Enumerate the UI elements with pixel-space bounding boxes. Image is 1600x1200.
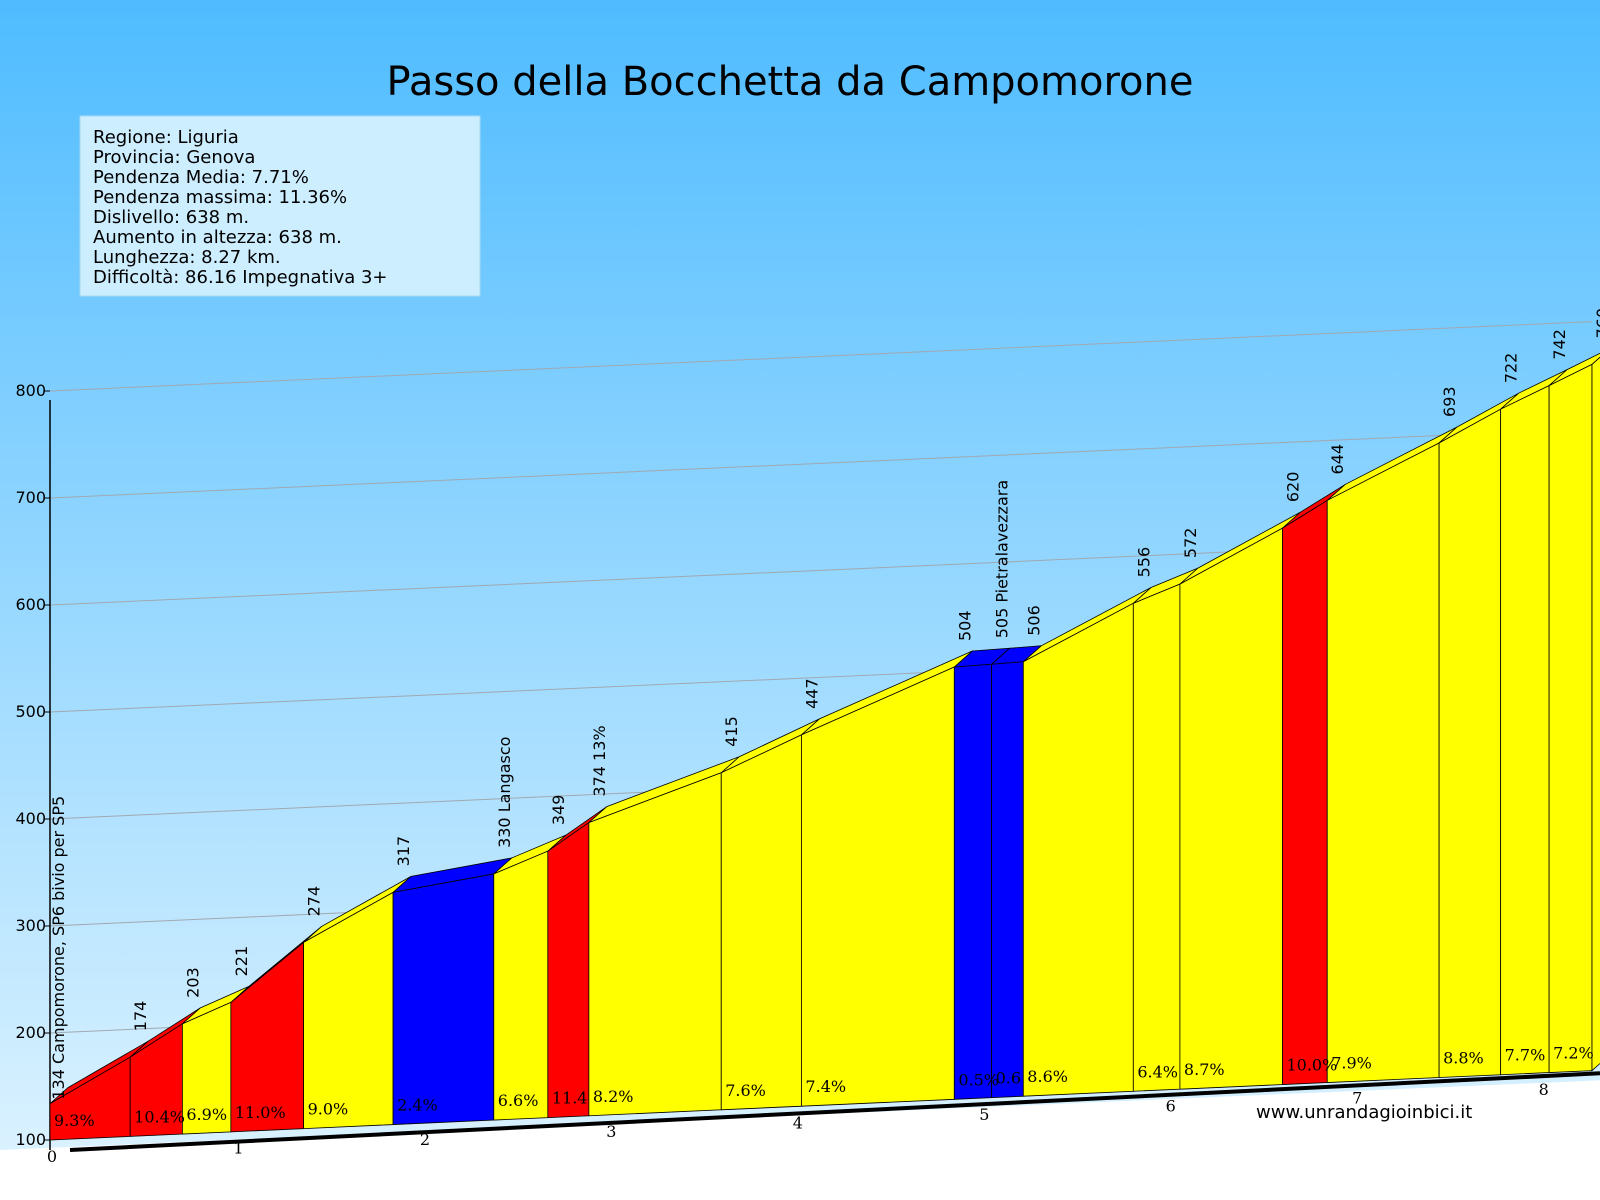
gridline: [49, 321, 1593, 392]
segment-front-face: [801, 666, 955, 1107]
grade-label: 10.0%: [1286, 1056, 1337, 1075]
road-base-line: [69, 1071, 1600, 1152]
chart-title: Passo della Bocchetta da Campomorone: [387, 59, 1194, 105]
info-line: Lunghezza: 8.27 km.: [93, 247, 281, 268]
grade-label: 0.6: [996, 1069, 1021, 1088]
grade-label: 2.4%: [397, 1096, 438, 1115]
info-line: Pendenza Media: 7.71%: [93, 167, 309, 188]
grade-label: 7.4%: [805, 1077, 846, 1096]
grade-label: 9.0%: [308, 1100, 349, 1119]
km-tick-label: 8: [1539, 1080, 1549, 1099]
website-credit: www.unrandagioinbici.it: [1256, 1102, 1472, 1123]
y-tick-label: 600: [15, 595, 46, 614]
km-tick-label: 4: [793, 1113, 803, 1132]
y-tick-label: 100: [15, 1130, 46, 1149]
y-tick-label: 700: [15, 488, 46, 507]
point-altitude-label: 760: [1593, 308, 1600, 339]
point-altitude-label: 693: [1440, 386, 1459, 417]
segment-front-face: [1438, 408, 1502, 1078]
grade-label: 11.4: [552, 1089, 588, 1108]
point-altitude-label: 644: [1328, 444, 1347, 475]
info-line: Pendenza massima: 11.36%: [93, 187, 347, 208]
grade-label: 8.6%: [1027, 1067, 1068, 1086]
grade-label: 6.9%: [186, 1105, 227, 1124]
grade-label: 7.9%: [1331, 1054, 1372, 1073]
grade-label: 0.5%: [958, 1070, 999, 1089]
grade-label: 7.6%: [725, 1081, 766, 1100]
point-altitude-label: 742: [1550, 329, 1569, 360]
point-altitude-label: 330 Langasco: [495, 737, 514, 848]
segment-front-face: [392, 873, 495, 1125]
segment-front-face: [588, 772, 722, 1117]
segment-front-face: [1548, 363, 1593, 1073]
y-tick-label: 300: [15, 916, 46, 935]
info-line: Aumento in altezza: 638 m.: [93, 227, 342, 248]
point-altitude-label: 556: [1134, 547, 1153, 578]
grade-label: 8.7%: [1184, 1060, 1225, 1079]
point-altitude-label: 203: [183, 967, 202, 998]
km-tick-label: 3: [606, 1122, 616, 1141]
segment-front-face: [1282, 499, 1328, 1085]
point-altitude-label: 174: [131, 1001, 150, 1032]
point-altitude-label: 374 13%: [590, 725, 609, 796]
info-line: Regione: Liguria: [93, 127, 239, 148]
point-altitude-label: 274: [305, 886, 324, 917]
point-altitude-label: 134 Campomorone, SP6 bivio per SP5: [49, 796, 68, 1100]
segment-front-face: [1132, 583, 1181, 1092]
segment-front-face: [953, 663, 993, 1100]
km-tick-label: 2: [420, 1130, 430, 1149]
info-line: Difficoltà: 86.16 Impegnativa 3+: [93, 267, 388, 288]
point-altitude-label: 415: [722, 716, 741, 747]
point-altitude-label: 317: [394, 836, 413, 867]
point-altitude-label: 447: [802, 678, 821, 709]
grade-label: 9.3%: [54, 1111, 95, 1130]
segment-front-face: [1179, 527, 1283, 1090]
y-tick-label: 200: [15, 1023, 46, 1042]
km-tick-label: 1: [233, 1139, 243, 1158]
segment-front-face: [1500, 384, 1550, 1076]
grade-label: 8.8%: [1443, 1048, 1484, 1067]
ground-plane: [0, 1080, 1600, 1200]
y-tick-label: 500: [15, 702, 46, 721]
point-altitude-label: 722: [1502, 353, 1521, 384]
segment-front-face: [1326, 442, 1440, 1083]
km-tick-label: 0: [47, 1147, 57, 1166]
grade-label: 6.4%: [1137, 1062, 1178, 1081]
point-altitude-label: 505 Pietralavezzara: [993, 480, 1012, 638]
gridline: [49, 428, 1593, 499]
point-altitude-label: 349: [549, 795, 568, 826]
grade-label: 7.2%: [1553, 1044, 1594, 1063]
grade-label: 7.7%: [1505, 1046, 1546, 1065]
profile-end-face: [1591, 356, 1600, 1072]
grade-label: 6.6%: [498, 1091, 539, 1110]
segment-front-face: [493, 850, 549, 1121]
km-tick-label: 6: [1166, 1097, 1176, 1116]
point-altitude-label: 221: [232, 946, 251, 977]
grade-label: 11.0%: [235, 1103, 286, 1122]
info-line: Dislivello: 638 m.: [93, 207, 249, 228]
grade-label: 10.4%: [134, 1107, 185, 1126]
point-altitude-label: 504: [955, 610, 974, 641]
km-tick-label: 7: [1352, 1088, 1362, 1107]
km-tick-label: 5: [979, 1105, 989, 1124]
point-altitude-label: 572: [1181, 528, 1200, 559]
segment-front-face: [991, 661, 1024, 1099]
grade-label: 8.2%: [593, 1087, 634, 1106]
y-tick-label: 400: [15, 809, 46, 828]
segment-front-face: [1022, 602, 1134, 1097]
segment-front-face: [720, 734, 802, 1111]
point-altitude-label: 620: [1283, 472, 1302, 503]
point-altitude-label: 506: [1024, 605, 1043, 636]
info-box-background: [79, 115, 481, 297]
y-tick-label: 800: [15, 381, 46, 400]
info-line: Provincia: Genova: [93, 147, 255, 168]
segment-front-face: [547, 821, 590, 1119]
